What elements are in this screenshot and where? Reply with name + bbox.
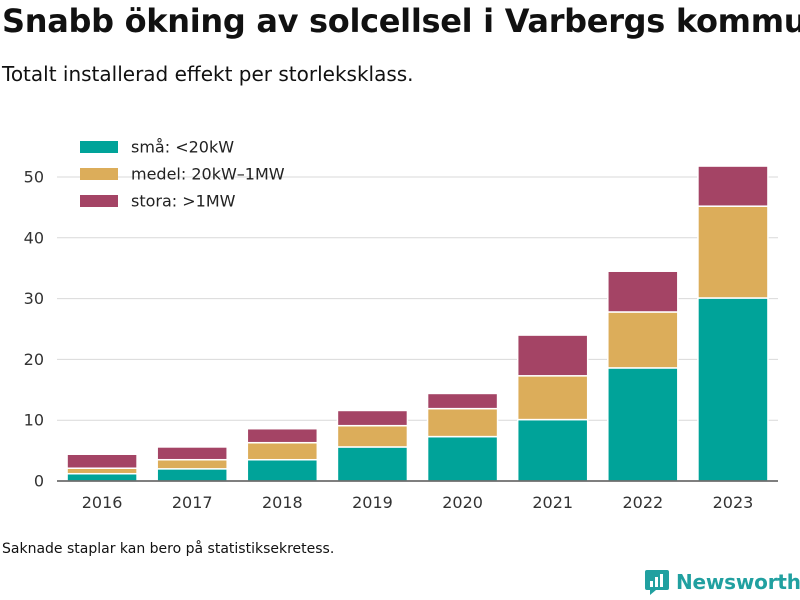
x-tick-label: 2017 bbox=[172, 493, 213, 512]
bar-segment bbox=[516, 375, 589, 421]
x-tick-label: 2020 bbox=[442, 493, 483, 512]
bar-segment bbox=[336, 446, 409, 482]
bar-segment bbox=[426, 435, 499, 482]
bar-segment bbox=[246, 427, 319, 444]
y-tick-label: 30 bbox=[24, 289, 44, 308]
newsworthy-logo-icon bbox=[645, 570, 669, 595]
y-tick-label: 0 bbox=[34, 472, 44, 491]
brand-logo[interactable]: Newsworthy bbox=[644, 568, 800, 596]
bar-segment bbox=[697, 165, 769, 207]
bar-segment bbox=[246, 458, 319, 482]
bar-segment bbox=[156, 446, 228, 461]
bar-segment bbox=[246, 441, 319, 461]
y-tick-label: 10 bbox=[24, 411, 44, 430]
chart-title: Snabb ökning av solcellsel i Varbergs ko… bbox=[2, 2, 800, 40]
bar-segment bbox=[426, 407, 499, 438]
bar-segment bbox=[66, 467, 138, 475]
legend-swatch bbox=[80, 141, 118, 153]
bar-segment bbox=[336, 424, 409, 448]
bar-segment bbox=[66, 453, 138, 469]
y-tick-label: 50 bbox=[24, 168, 44, 187]
brand-name: Newsworthy bbox=[676, 570, 800, 594]
bar-segment bbox=[426, 392, 499, 410]
legend-swatch bbox=[80, 168, 118, 180]
bar-segment bbox=[516, 418, 589, 482]
bar-segment bbox=[607, 311, 679, 369]
bar-segment bbox=[697, 297, 769, 482]
x-tick-label: 2019 bbox=[352, 493, 393, 512]
bar-segment bbox=[66, 472, 138, 482]
x-tick-label: 2018 bbox=[262, 493, 303, 512]
x-tick-label: 2016 bbox=[82, 493, 123, 512]
footnote: Saknade staplar kan bero på statistiksek… bbox=[2, 541, 335, 557]
bar-segment bbox=[156, 458, 228, 470]
bar-segment bbox=[156, 468, 228, 482]
bar-segment bbox=[607, 367, 679, 482]
legend-label: stora: >1MW bbox=[131, 192, 236, 211]
bar-segment bbox=[516, 334, 589, 377]
y-tick-label: 20 bbox=[24, 350, 44, 369]
legend-label: medel: 20kW–1MW bbox=[131, 165, 285, 184]
chart-subtitle: Totalt installerad effekt per storlekskl… bbox=[2, 62, 414, 86]
bar-segment bbox=[607, 270, 679, 313]
x-tick-label: 2022 bbox=[622, 493, 663, 512]
legend-label: små: <20kW bbox=[131, 138, 234, 157]
x-tick-label: 2023 bbox=[713, 493, 754, 512]
bar-segment bbox=[336, 409, 409, 427]
x-tick-label: 2021 bbox=[532, 493, 573, 512]
legend-swatch bbox=[80, 195, 118, 207]
bar-segment bbox=[697, 205, 769, 299]
y-tick-label: 40 bbox=[24, 228, 44, 247]
